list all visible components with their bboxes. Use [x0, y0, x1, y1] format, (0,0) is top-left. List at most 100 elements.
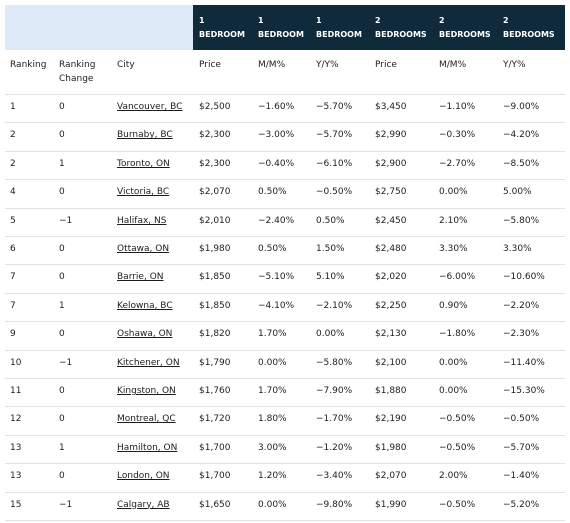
- city-link[interactable]: Montreal, QC: [117, 414, 176, 425]
- table-cell: $2,070: [199, 187, 231, 198]
- table-cell: $2,100: [375, 357, 407, 368]
- table-cell: $1,790: [199, 357, 231, 368]
- row-divider: [5, 321, 565, 322]
- table-cell: 0.00%: [258, 357, 287, 368]
- column-header: Price: [375, 60, 397, 70]
- table-cell: −5.70%: [316, 130, 353, 141]
- table-cell: 1.20%: [258, 471, 287, 482]
- city-link[interactable]: Ottawa, ON: [117, 244, 170, 254]
- row-divider: [5, 264, 565, 265]
- group-label: BEDROOM: [316, 30, 362, 39]
- table-cell: −11.40%: [503, 357, 545, 368]
- row-divider: [5, 378, 565, 379]
- table-cell: $2,070: [375, 471, 407, 482]
- table-cell: $2,250: [375, 300, 407, 311]
- table-cell: −1: [59, 499, 73, 510]
- table-cell: $1,850: [199, 300, 231, 311]
- table-cell: 1: [59, 158, 65, 169]
- table-cell: −0.50%: [439, 499, 476, 510]
- city-link[interactable]: London, ON: [117, 471, 170, 482]
- table-cell: 12: [10, 414, 22, 425]
- table-cell: $1,980: [199, 244, 231, 254]
- table-cell: $2,190: [375, 414, 407, 425]
- city-link[interactable]: Barrie, ON: [117, 272, 164, 283]
- table-cell: $2,990: [375, 130, 407, 141]
- city-link[interactable]: Victoria, BC: [117, 187, 170, 198]
- table-cell: −1.10%: [439, 102, 476, 112]
- table-cell: 0.00%: [439, 386, 468, 396]
- table-cell: −5.20%: [503, 499, 540, 510]
- table-cell: 1.50%: [316, 244, 345, 254]
- group-number: 2: [375, 16, 381, 25]
- group-label: BEDROOM: [199, 30, 245, 39]
- table-cell: 5: [10, 215, 16, 226]
- table-cell: −1.40%: [503, 471, 540, 482]
- city-link[interactable]: Hamilton, ON: [117, 442, 178, 453]
- table-cell: −1: [59, 357, 73, 368]
- table-cell: −5.10%: [258, 272, 295, 283]
- city-link[interactable]: Oshawa, ON: [117, 329, 173, 340]
- row-divider: [5, 520, 565, 521]
- table-cell: 1.70%: [258, 386, 287, 396]
- city-link[interactable]: Vancouver, BC: [117, 102, 183, 112]
- city-link[interactable]: Calgary, AB: [117, 499, 170, 510]
- table-cell: 7: [10, 272, 16, 283]
- table-cell: −4.10%: [258, 300, 295, 311]
- column-header: City: [117, 60, 135, 70]
- city-link[interactable]: Kitchener, ON: [117, 357, 180, 368]
- row-divider: [5, 122, 565, 123]
- table-cell: $1,990: [375, 499, 407, 510]
- table-cell: −9.00%: [503, 102, 540, 112]
- group-label: BEDROOMS: [375, 30, 427, 39]
- table-cell: 5.00%: [503, 187, 532, 198]
- table-cell: 11: [10, 386, 22, 396]
- table-cell: 13: [10, 471, 22, 482]
- table-cell: 2: [10, 130, 16, 141]
- table-cell: −0.30%: [439, 130, 476, 141]
- table-cell: 2.10%: [439, 215, 468, 226]
- table-cell: −5.70%: [503, 442, 540, 453]
- column-header: Price: [199, 60, 221, 70]
- table-cell: −2.40%: [258, 215, 295, 226]
- row-divider: [5, 492, 565, 493]
- table-cell: 0: [59, 272, 65, 283]
- table-cell: $1,720: [199, 414, 231, 425]
- table-cell: 10: [10, 357, 22, 368]
- row-divider: [5, 236, 565, 237]
- table-cell: −1.60%: [258, 102, 295, 112]
- table-cell: −6.00%: [439, 272, 476, 283]
- table-cell: 15: [10, 499, 22, 510]
- table-cell: −5.70%: [316, 102, 353, 112]
- table-cell: 0.50%: [258, 187, 287, 198]
- table-cell: $2,020: [375, 272, 407, 283]
- header-band-right: [193, 5, 565, 50]
- table-cell: −3.00%: [258, 130, 295, 141]
- table-cell: 5.10%: [316, 272, 345, 283]
- table-cell: 0.00%: [439, 357, 468, 368]
- city-link[interactable]: Kingston, ON: [117, 386, 176, 396]
- table-cell: 0: [59, 187, 65, 198]
- table-cell: −2.30%: [503, 329, 540, 340]
- table-cell: 1.70%: [258, 329, 287, 340]
- column-header: Y/Y%: [503, 60, 526, 70]
- city-link[interactable]: Halifax, NS: [117, 215, 167, 226]
- row-divider: [5, 350, 565, 351]
- table-cell: $1,700: [199, 471, 231, 482]
- table-cell: 3.30%: [503, 244, 532, 254]
- city-link[interactable]: Toronto, ON: [117, 158, 170, 169]
- table-cell: 6: [10, 244, 16, 254]
- table-cell: −0.50%: [439, 442, 476, 453]
- group-number: 1: [258, 16, 264, 25]
- group-label: BEDROOM: [258, 30, 304, 39]
- table-cell: $1,980: [375, 442, 407, 453]
- city-link[interactable]: Kelowna, BC: [117, 300, 173, 311]
- table-cell: $2,300: [199, 130, 231, 141]
- table-cell: −1.80%: [439, 329, 476, 340]
- table-cell: −6.10%: [316, 158, 353, 169]
- table-cell: 1: [59, 300, 65, 311]
- city-link[interactable]: Burnaby, BC: [117, 130, 173, 141]
- group-number: 1: [199, 16, 205, 25]
- table-cell: −7.90%: [316, 386, 353, 396]
- table-cell: 3.00%: [258, 442, 287, 453]
